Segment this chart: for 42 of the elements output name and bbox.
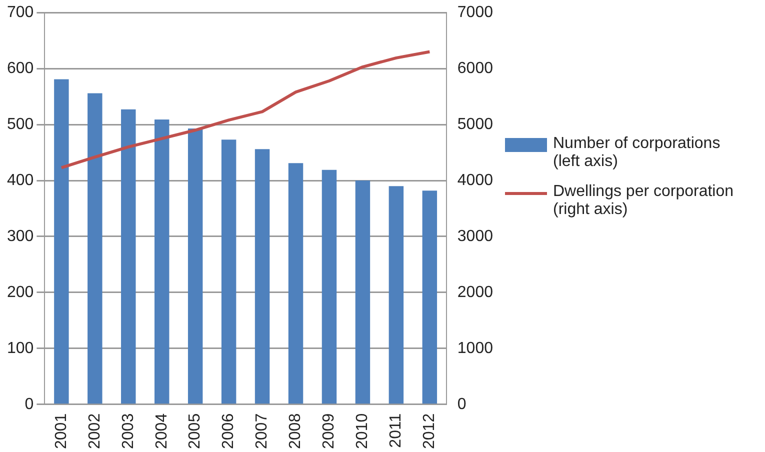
y-tick-label: 500 [6, 116, 34, 133]
legend-label: Number of corporations (left axis) [553, 135, 722, 171]
y-tick-label: 100 [6, 340, 34, 357]
x-tick-label: 2007 [254, 413, 271, 449]
y2-tick-label: 5000 [457, 116, 494, 133]
bar [322, 170, 337, 404]
y2-tick-label: 2000 [457, 284, 494, 301]
x-tick-label: 2009 [320, 413, 338, 449]
y-tick-label: 0 [24, 396, 34, 413]
x-tick-label: 2005 [186, 413, 204, 449]
y-tick-label: 600 [6, 60, 34, 77]
bar [54, 79, 69, 404]
bar [254, 149, 270, 404]
legend-label: Dwellings per corporation (right axis) [553, 183, 735, 219]
x-tick-label: 2004 [153, 413, 170, 449]
bar [422, 190, 438, 404]
y2-tick-label: 3000 [457, 228, 494, 245]
x-tick-label: 2010 [354, 413, 372, 449]
bar [188, 128, 203, 404]
y-tick-label: 300 [6, 228, 34, 245]
x-tick-label: 2008 [287, 413, 304, 449]
x-tick-label: 2001 [52, 413, 70, 449]
x-tick-label: 2003 [120, 413, 137, 449]
y2-tick-label: 6000 [457, 60, 494, 77]
y-tick-label: 700 [6, 4, 34, 22]
bar [154, 120, 170, 404]
y2-tick-label: 1000 [457, 340, 494, 357]
x-tick-label: 2011 [388, 413, 405, 448]
y2-tick-label: 0 [457, 396, 466, 413]
bar [355, 180, 370, 404]
x-tick-label: 2012 [421, 413, 438, 449]
y-tick-label: 400 [6, 172, 34, 189]
y-tick-label: 200 [6, 284, 34, 301]
x-tick-label: 2006 [220, 413, 238, 449]
bar [121, 109, 136, 404]
x-tick-label: 2002 [86, 413, 104, 449]
bar [88, 93, 102, 404]
bar [288, 163, 304, 404]
bar [221, 140, 236, 404]
y2-tick-label: 4000 [457, 172, 494, 189]
bar [388, 186, 404, 404]
y2-tick-label: 7000 [457, 4, 494, 22]
